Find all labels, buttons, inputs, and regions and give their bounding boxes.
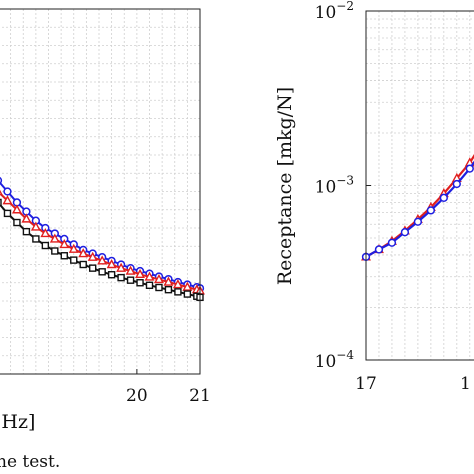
right-chart: 17 1 10−2 10−3 10−4 Receptance [mkg/N] — [274, 0, 474, 394]
left-data-point-square — [117, 273, 125, 282]
left-data-point-square — [155, 283, 163, 292]
left-data-point-square — [98, 268, 106, 276]
left-data-point-square — [70, 256, 78, 264]
left-data-point-triangle — [49, 233, 60, 243]
right-data-point-circle — [400, 228, 410, 237]
right-data-point-circle — [426, 206, 436, 215]
right-series-line-circle — [365, 160, 474, 258]
left-data-point-triangle — [21, 213, 32, 223]
left-data-point-triangle — [78, 248, 89, 258]
left-data-point-square — [88, 264, 97, 272]
right-data-point-circle — [413, 217, 423, 226]
left-data-point-square — [145, 281, 154, 290]
left-data-point-square — [107, 271, 116, 279]
left-data-point-square — [32, 235, 40, 243]
left-data-point-triangle — [116, 262, 127, 272]
right-grid — [366, 11, 474, 360]
left-data-point-square — [164, 285, 173, 294]
right-series — [361, 153, 474, 262]
right-data-point-circle — [374, 245, 384, 254]
right-x-ticks: 17 1 — [355, 355, 471, 394]
left-data-point-triangle — [153, 273, 164, 284]
left-data-point-triangle — [135, 268, 146, 279]
left-data-point-triangle — [172, 279, 183, 289]
right-series-line-triangle — [365, 153, 474, 258]
left-data-point-triangle — [144, 271, 155, 281]
left-series — [0, 176, 205, 302]
left-data-point-triangle — [11, 204, 22, 214]
left-data-point-triangle — [2, 195, 13, 205]
right-data-point-circle — [387, 238, 397, 247]
right-x-tick-label: 1 — [460, 374, 471, 394]
left-data-point-square — [41, 241, 50, 250]
left-x-ticks: 20 21 — [126, 369, 211, 406]
left-plot-frame — [0, 8, 201, 375]
left-data-point-square — [51, 247, 59, 255]
left-data-point-triangle — [106, 259, 117, 269]
left-data-point-circle — [0, 176, 3, 185]
left-data-point-triangle — [0, 189, 3, 196]
left-data-point-square — [3, 209, 12, 218]
left-data-point-triangle — [125, 265, 136, 275]
right-data-point-circle — [465, 164, 474, 173]
left-data-point-circle — [3, 187, 12, 196]
right-y-axis-label: Receptance [mkg/N] — [274, 87, 296, 285]
left-data-point-square — [0, 198, 2, 207]
left-data-point-square — [126, 276, 135, 284]
left-data-point-triangle — [97, 255, 108, 265]
right-y-tick-label: 10−3 — [315, 174, 354, 198]
left-data-point-triangle — [68, 243, 79, 253]
left-data-point-square — [183, 290, 192, 298]
left-data-point-triangle — [40, 228, 51, 238]
left-x-axis-label: [Hz] — [0, 411, 35, 433]
right-y-ticks: 10−2 10−3 10−4 — [315, 0, 371, 372]
left-x-tick-label: 21 — [189, 386, 211, 406]
left-data-point-triangle — [30, 221, 41, 231]
left-data-point-square — [22, 227, 31, 236]
left-data-point-square — [13, 218, 21, 227]
right-data-point-circle — [452, 179, 461, 189]
caption: he test. — [0, 452, 60, 472]
left-data-point-square — [136, 279, 144, 287]
right-y-tick-label: 10−2 — [315, 0, 354, 23]
right-data-point-circle — [439, 193, 448, 202]
left-data-point-triangle — [182, 281, 193, 291]
left-data-point-triangle — [163, 276, 174, 286]
left-data-point-square — [174, 288, 182, 296]
right-x-tick-label: 17 — [355, 374, 377, 394]
left-data-point-square — [60, 252, 68, 260]
right-y-tick-label: 10−4 — [315, 348, 355, 372]
left-x-tick-label: 20 — [126, 386, 148, 406]
left-data-point-square — [79, 260, 87, 269]
left-grid — [0, 9, 201, 374]
left-data-point-triangle — [59, 238, 70, 249]
left-data-point-triangle — [87, 251, 98, 261]
